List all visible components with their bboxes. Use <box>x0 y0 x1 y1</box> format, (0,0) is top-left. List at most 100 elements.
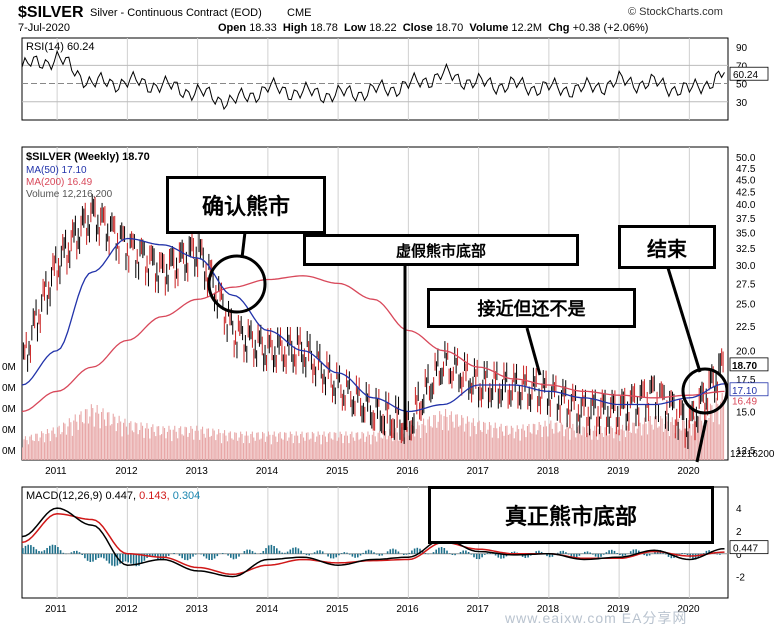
macd-hist-bar <box>22 548 24 554</box>
macd-hist-bar <box>246 549 248 554</box>
volume-bar <box>185 427 187 460</box>
volume-bar <box>33 441 35 460</box>
macd-tick-label: 2 <box>736 527 742 538</box>
macd-hist-bar <box>127 553 129 563</box>
macd-hist-bar <box>586 551 589 554</box>
volume-bar <box>646 434 648 460</box>
macd-hist-bar <box>178 553 181 556</box>
rsi-tick-label: 90 <box>736 43 748 54</box>
volume-bar <box>417 421 419 460</box>
volume-bar <box>77 429 79 460</box>
price-tick-label: 32.5 <box>736 244 756 255</box>
x-tick-label: 2018 <box>537 604 560 615</box>
macd-hist-bar <box>95 553 97 560</box>
volume-bar <box>55 437 57 460</box>
volume-bar <box>46 429 48 460</box>
volume-bar <box>436 427 438 460</box>
macd-hist-bar <box>605 552 608 554</box>
macd-hist-bar <box>565 552 567 554</box>
volume-label: Volume <box>469 22 509 34</box>
price-tick-label: 40.0 <box>736 200 756 211</box>
volume-bar <box>329 431 331 460</box>
volume-bar <box>26 440 28 460</box>
macd-hist-bar <box>405 553 408 555</box>
volume-bar <box>307 432 309 460</box>
volume-bar <box>638 419 640 460</box>
macd-hist-bar <box>527 553 529 558</box>
macd-hist-bar <box>200 553 202 555</box>
macd-hist-bar <box>502 553 505 559</box>
volume-bar <box>349 434 351 460</box>
macd-hist-bar <box>335 553 337 558</box>
volume-bar <box>109 425 111 460</box>
x-tick-label: 2020 <box>677 604 700 615</box>
volume-bar <box>266 436 268 460</box>
volume-bar <box>563 436 565 460</box>
macd-hist-bar <box>192 553 194 557</box>
price-tick-label: 12.5 <box>736 446 756 457</box>
macd-hist-bar <box>540 551 543 554</box>
volume-bar <box>494 422 496 460</box>
volume-bar <box>645 423 647 460</box>
volume-bar <box>668 436 670 460</box>
macd-hist-bar <box>678 553 681 555</box>
volume-bar <box>304 440 306 460</box>
volume-bar <box>406 427 408 460</box>
macd-hist-bar <box>49 545 51 554</box>
volume-bar <box>466 416 468 460</box>
chg-label: Chg <box>548 22 570 34</box>
volume-bar <box>475 434 477 460</box>
volume-bar <box>390 431 392 460</box>
macd-hist-bar <box>484 553 486 555</box>
volume-bar <box>380 437 382 460</box>
volume-bar <box>158 426 160 460</box>
volume-bar <box>244 435 246 460</box>
volume-bar <box>231 438 233 460</box>
volume-bar <box>449 415 451 460</box>
volume-bar <box>690 435 692 460</box>
macd-hist-bar <box>592 553 594 555</box>
macd-hist-bar <box>313 552 316 554</box>
volume-bar <box>548 423 550 460</box>
volume-bar <box>592 430 594 460</box>
volume-bar <box>693 416 695 460</box>
macd-hist-bar <box>232 553 235 560</box>
volume-bar <box>23 439 25 460</box>
volume-bar <box>671 417 673 460</box>
volume-bar <box>139 430 141 460</box>
volume-bar <box>355 432 357 460</box>
volume-bar <box>456 414 458 460</box>
macd-hist-bar <box>446 550 448 554</box>
macd-hist-bar <box>254 552 256 554</box>
volume-bar <box>516 425 518 460</box>
volume-bar <box>507 434 509 460</box>
volume-bar <box>284 432 286 460</box>
volume-bar <box>310 438 312 460</box>
volume-bar <box>86 409 88 460</box>
volume-bar <box>541 437 543 460</box>
annotation-close-not-yet: 接近但还不是 <box>427 288 636 328</box>
volume-bar <box>260 438 262 460</box>
volume-bar <box>676 420 678 460</box>
volume-bar <box>660 416 662 460</box>
macd-hist-bar <box>59 550 62 554</box>
macd-hist-bar <box>186 553 189 561</box>
volume-bar <box>605 426 607 460</box>
volume-bar <box>245 431 247 460</box>
macd-hist-bar <box>151 553 154 557</box>
volume-bar <box>655 415 657 460</box>
macd-hist-bar <box>84 553 86 559</box>
x-tick-label: 2015 <box>326 466 349 477</box>
macd-hist-bar <box>297 548 300 554</box>
volume-bar <box>360 438 362 460</box>
macd-hist-bar <box>173 553 175 554</box>
macd-line <box>21 507 725 578</box>
close-box <box>729 357 769 372</box>
volume-bar <box>455 414 457 460</box>
volume-bar <box>297 435 299 460</box>
volume-bar <box>101 412 103 460</box>
volume-bar <box>651 424 653 460</box>
macd-hist-bar <box>70 552 73 554</box>
volume-bar <box>238 437 240 460</box>
macd-hist-bar <box>73 551 75 554</box>
